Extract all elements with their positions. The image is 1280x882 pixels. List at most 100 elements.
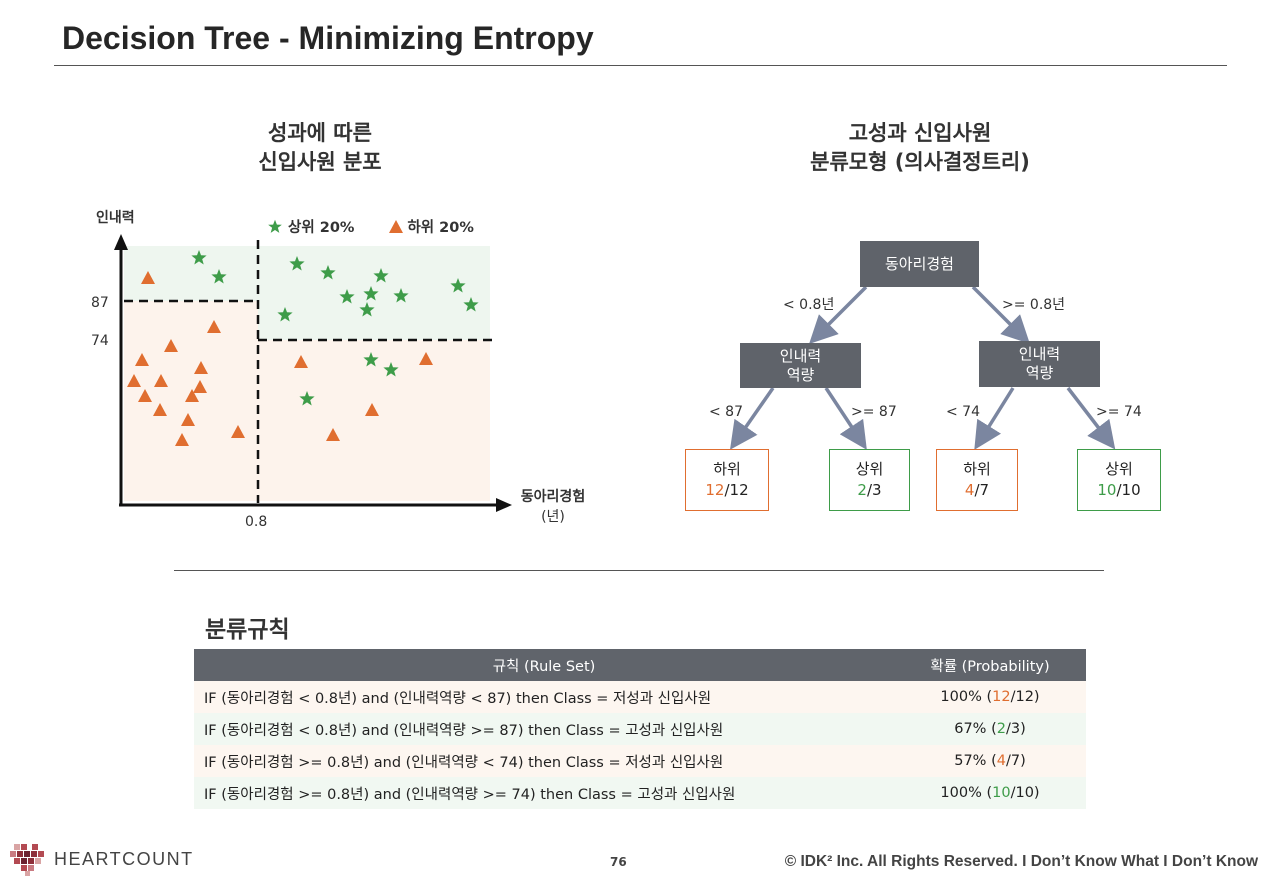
title-divider [54, 65, 1227, 66]
heart-pixel-logo-icon [10, 844, 44, 876]
leaf2-total: /3 [866, 481, 882, 499]
leaf4-total: /10 [1116, 481, 1141, 499]
x-axis-label: 동아리경험 (년) [505, 486, 601, 526]
logo-text: HEARTCOUNT [54, 848, 194, 869]
table-row: IF (동아리경험 >= 0.8년) and (인내력역량 >= 74) the… [194, 777, 1086, 809]
leaf2-label: 상위 [855, 460, 884, 478]
prob-total: /12) [1010, 689, 1040, 705]
table-row: IF (동아리경험 < 0.8년) and (인내력역량 < 87) then … [194, 681, 1086, 713]
triangle-marker-icon [153, 403, 167, 416]
rule-cell: IF (동아리경험 >= 0.8년) and (인내력역량 >= 74) the… [194, 777, 894, 809]
left-node-line2: 역량 [786, 365, 815, 384]
star-legend-icon [268, 219, 282, 233]
x-axis-arrow-icon [496, 498, 512, 512]
leaf3-total: /7 [974, 481, 990, 499]
right-node-line1: 인내력 [1018, 345, 1061, 363]
col-prob-header: 확률 (Probability) [894, 649, 1086, 681]
tree-title: 고성과 신입사원 분류모형 (의사결정트리) [770, 119, 1070, 177]
section-divider [174, 570, 1104, 571]
triangle-marker-icon [193, 380, 207, 393]
prob-total: /10) [1010, 785, 1040, 801]
leaf-node-2: 상위 2/3 [829, 449, 910, 511]
star-marker-icon [299, 391, 315, 406]
triangle-legend-icon [389, 219, 404, 233]
scatter-title-line2: 신입사원 분포 [258, 150, 382, 174]
legend: 상위 20% 하위 20% [266, 216, 474, 237]
triangle-marker-icon [154, 374, 168, 387]
triangle-marker-icon [194, 361, 208, 374]
left-node-line1: 인내력 [779, 346, 822, 365]
edge-label-ll: < 87 [709, 404, 743, 420]
legend-bottom-label: 하위 20% [407, 220, 474, 236]
triangle-marker-icon [164, 339, 178, 352]
edge-label-rl: < 74 [946, 404, 980, 420]
region-top-left [124, 246, 258, 301]
col-rule-header: 규칙 (Rule Set) [194, 649, 894, 681]
triangle-marker-icon [365, 403, 379, 416]
triangle-marker-icon [175, 433, 189, 446]
scatter-title: 성과에 따른 신입사원 분포 [200, 119, 440, 177]
table-row: IF (동아리경험 < 0.8년) and (인내력역량 >= 87) then… [194, 713, 1086, 745]
leaf3-count: 4 [964, 481, 975, 499]
y-axis-label: 인내력 [96, 210, 135, 226]
star-marker-icon [363, 286, 379, 301]
rules-header-row: 규칙 (Rule Set) 확률 (Probability) [194, 649, 1086, 681]
y-tick-74: 74 [91, 333, 109, 349]
star-marker-icon [359, 302, 375, 317]
heartcount-logo: HEARTCOUNT [10, 842, 194, 876]
scatter-title-line1: 성과에 따른 [268, 121, 372, 145]
rules-title: 분류규칙 [205, 617, 290, 643]
x-axis-label-line2: (년) [541, 509, 565, 525]
page-title: Decision Tree - Minimizing Entropy [62, 20, 594, 56]
y-axis-arrow-icon [114, 234, 128, 250]
page-number: 76 [610, 855, 627, 869]
triangle-marker-icon [294, 355, 308, 368]
triangle-marker-icon [127, 374, 141, 387]
prob-count: 2 [996, 721, 1006, 737]
star-marker-icon [373, 268, 389, 283]
triangle-marker-icon [141, 271, 155, 284]
prob-total: /7) [1005, 753, 1026, 769]
edge-root-left [809, 285, 868, 344]
tree-right-node: 인내력 역량 [979, 341, 1100, 387]
edge-label-root-right: >= 0.8년 [1002, 297, 1066, 313]
prob-pct: 57% ( [954, 753, 997, 769]
rule-cell: IF (동아리경험 >= 0.8년) and (인내력역량 < 74) then… [194, 745, 894, 777]
y-tick-87: 87 [91, 295, 109, 311]
star-marker-icon [393, 288, 409, 303]
star-marker-icon [463, 297, 479, 312]
prob-cell: 100% (10/10) [894, 777, 1086, 809]
legend-top-label: 상위 20% [288, 220, 355, 236]
leaf-node-3: 하위 4/7 [936, 449, 1018, 511]
prob-cell: 67% (2/3) [894, 713, 1086, 745]
star-marker-icon [320, 265, 336, 280]
leaf1-count: 12 [705, 481, 725, 499]
edge-label-lr: >= 87 [851, 404, 897, 420]
star-marker-icon [450, 278, 466, 293]
edge-left-left [729, 386, 775, 450]
triangle-marker-icon [326, 428, 340, 441]
rule-cell: IF (동아리경험 < 0.8년) and (인내력역량 >= 87) then… [194, 713, 894, 745]
right-node-line2: 역량 [1025, 364, 1054, 382]
leaf1-total: /12 [724, 481, 749, 499]
rule-cell: IF (동아리경험 < 0.8년) and (인내력역량 < 87) then … [194, 681, 894, 713]
edge-right-right [1066, 386, 1116, 450]
prob-cell: 57% (4/7) [894, 745, 1086, 777]
star-marker-icon [277, 307, 293, 322]
prob-cell: 100% (12/12) [894, 681, 1086, 713]
prob-count: 12 [992, 689, 1011, 705]
edge-label-rr: >= 74 [1096, 404, 1142, 420]
prob-pct: 100% ( [940, 785, 993, 801]
star-marker-icon [191, 250, 207, 265]
leaf4-label: 상위 [1105, 460, 1133, 478]
triangle-marker-icon [419, 352, 433, 365]
star-marker-icon [289, 256, 305, 271]
triangle-marker-icon [231, 425, 245, 438]
triangle-marker-icon [207, 320, 221, 333]
leaf-node-1: 하위 12/12 [685, 449, 769, 511]
scatter-markers [127, 250, 479, 446]
prob-total: /3) [1005, 721, 1026, 737]
triangle-marker-icon [181, 413, 195, 426]
